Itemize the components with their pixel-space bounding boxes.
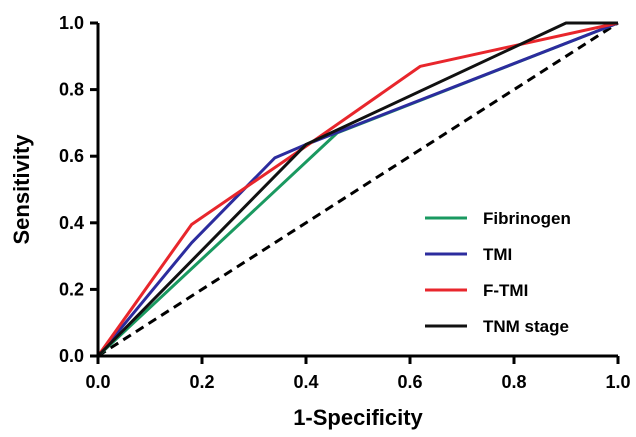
legend-label-f-tmi: F-TMI xyxy=(483,281,528,300)
y-axis-title: Sensitivity xyxy=(9,134,34,245)
y-tick-label: 1.0 xyxy=(59,13,84,33)
y-tick-label: 0.8 xyxy=(59,80,84,100)
series-line-tnm-stage xyxy=(96,21,618,358)
series-line-tmi xyxy=(96,21,619,357)
y-tick-label: 0.4 xyxy=(59,213,84,233)
x-tick-label: 0.4 xyxy=(293,372,318,392)
legend-label-tmi: TMI xyxy=(483,245,512,264)
x-ticks: 0.0 0.2 0.4 0.6 0.8 1.0 xyxy=(85,356,631,392)
x-tick-label: 0.8 xyxy=(501,372,526,392)
y-ticks: 0.0 0.2 0.4 0.6 0.8 1.0 xyxy=(59,13,98,366)
reference-line-layer xyxy=(97,21,619,358)
legend-label-tnm-stage: TNM stage xyxy=(483,317,569,336)
series-layer xyxy=(96,21,619,358)
y-tick-label: 0.0 xyxy=(59,346,84,366)
x-tick-label: 0.6 xyxy=(397,372,422,392)
x-axis-title: 1-Specificity xyxy=(293,405,423,430)
y-tick-label: 0.2 xyxy=(59,279,84,299)
y-tick-label: 0.6 xyxy=(59,146,84,166)
x-tick-label: 0.0 xyxy=(85,372,110,392)
reference-diagonal-line xyxy=(97,21,619,358)
x-tick-label: 0.2 xyxy=(189,372,214,392)
legend: Fibrinogen TMI F-TMI TNM stage xyxy=(425,209,571,336)
legend-label-fibrinogen: Fibrinogen xyxy=(483,209,571,228)
axes-layer xyxy=(96,23,618,358)
x-tick-label: 1.0 xyxy=(605,372,630,392)
